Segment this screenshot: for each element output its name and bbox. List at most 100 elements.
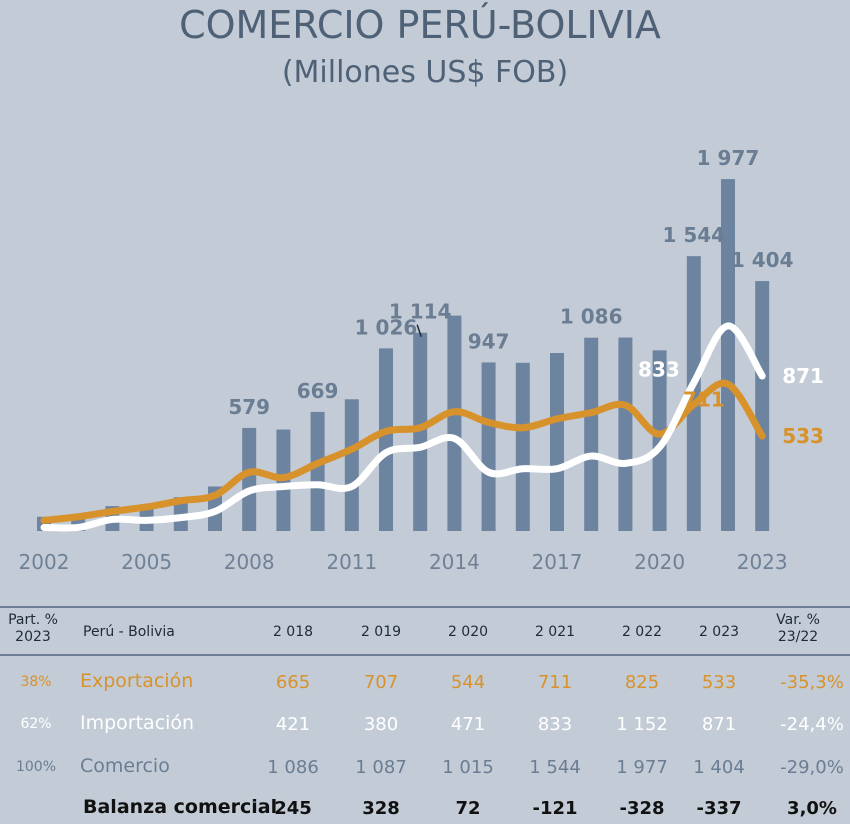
row-label: Comercio bbox=[80, 755, 170, 777]
bar-label-2018: 1 086 bbox=[560, 305, 623, 329]
x-tick-2005: 2005 bbox=[121, 550, 172, 574]
bar-label-2013: 1 114 bbox=[389, 300, 452, 324]
bars-group bbox=[37, 179, 770, 531]
table-header-rule bbox=[0, 654, 850, 656]
var-header: Var. % 23/22 bbox=[776, 612, 820, 646]
row-value: 825 bbox=[624, 672, 660, 693]
row-value: 245 bbox=[274, 798, 312, 819]
year-header-3: 2 021 bbox=[534, 624, 576, 640]
bar-2015 bbox=[481, 362, 496, 531]
row-value: 533 bbox=[701, 672, 737, 693]
line-label-importación-2023: 871 bbox=[782, 364, 824, 388]
table-top-rule bbox=[0, 606, 850, 608]
bar-2008 bbox=[242, 427, 257, 531]
bar-label-2008: 579 bbox=[228, 395, 270, 419]
row-value: 1 977 bbox=[616, 757, 668, 778]
bar-2017 bbox=[550, 353, 564, 531]
row-value: 1 152 bbox=[616, 714, 668, 735]
row-value: -328 bbox=[619, 798, 665, 819]
line-label-importación-2021: 833 bbox=[638, 358, 680, 382]
bar-2011 bbox=[344, 399, 359, 531]
bar-2021 bbox=[686, 256, 701, 531]
part-header-line2: 2023 bbox=[15, 629, 51, 645]
row-part: 38% bbox=[20, 674, 52, 690]
bar-2018 bbox=[584, 337, 599, 531]
row-value: -337 bbox=[696, 798, 742, 819]
bar-label-2022: 1 977 bbox=[697, 146, 760, 170]
x-tick-2014: 2014 bbox=[429, 550, 480, 574]
row-value: 328 bbox=[362, 798, 400, 819]
bar-label-2021: 1 544 bbox=[662, 223, 725, 247]
row-value: 1 015 bbox=[442, 757, 494, 778]
bar-label-2010: 669 bbox=[297, 379, 339, 403]
bar-label-2015: 947 bbox=[468, 329, 510, 353]
row-variation: -24,4% bbox=[780, 714, 844, 735]
row-value: 421 bbox=[275, 714, 311, 735]
label-header: Perú - Bolivia bbox=[83, 624, 175, 640]
row-value: 1 544 bbox=[529, 757, 581, 778]
row-value: 711 bbox=[537, 672, 573, 693]
line-exportación bbox=[40, 379, 766, 524]
bar-2013 bbox=[413, 332, 428, 531]
table-row: 62% Importación 421 380 471 833 1 152 871 -24,4% bbox=[0, 710, 850, 740]
year-header-5: 2 023 bbox=[698, 624, 740, 640]
row-value: 665 bbox=[275, 672, 311, 693]
x-tick-2011: 2011 bbox=[326, 550, 377, 574]
bar-label-2012: 1 026 bbox=[355, 315, 418, 339]
label-leader bbox=[416, 324, 422, 337]
bar-2006 bbox=[173, 497, 188, 531]
row-value: 871 bbox=[701, 714, 737, 735]
bar-2010 bbox=[310, 411, 325, 531]
bar-2014 bbox=[447, 315, 462, 531]
row-variation: 3,0% bbox=[787, 798, 837, 819]
x-tick-2008: 2008 bbox=[224, 550, 275, 574]
bar-2020 bbox=[652, 350, 667, 531]
x-tick-2023: 2023 bbox=[737, 550, 788, 574]
table-row: 38% Exportación 665 707 544 711 825 533 -35,3% bbox=[0, 668, 850, 698]
bar-2023 bbox=[755, 281, 770, 531]
row-value: 1 087 bbox=[355, 757, 407, 778]
chart-subtitle: (Millones US$ FOB) bbox=[282, 55, 568, 90]
row-value: 1 086 bbox=[267, 757, 319, 778]
x-tick-2020: 2020 bbox=[634, 550, 685, 574]
line-importación bbox=[40, 322, 766, 532]
x-axis-ticks: 2002 2005 2008 2011 2014 2017 2020 2023 bbox=[19, 550, 788, 574]
row-value: 833 bbox=[537, 714, 573, 735]
year-header-1: 2 019 bbox=[360, 624, 402, 640]
row-value: -121 bbox=[532, 798, 578, 819]
year-header-4: 2 022 bbox=[621, 624, 663, 640]
part-header: Part. % 2023 bbox=[8, 612, 58, 646]
table-header-row: Part. % 2023 Perú - Bolivia 2 018 2 019 2 … bbox=[0, 606, 850, 656]
trade-chart: COMERCIO PERÚ-BOLIVIA (Millones US$ FOB)… bbox=[19, 3, 824, 574]
row-part: 100% bbox=[15, 759, 57, 775]
x-tick-2017: 2017 bbox=[532, 550, 583, 574]
lines-group bbox=[40, 322, 766, 532]
bar-label-2023: 1 404 bbox=[731, 248, 794, 272]
row-value: 1 404 bbox=[693, 757, 745, 778]
row-variation: -29,0% bbox=[780, 757, 844, 778]
row-label: Exportación bbox=[80, 670, 194, 692]
row-value: 707 bbox=[363, 672, 399, 693]
line-label-exportación-2023: 533 bbox=[782, 424, 824, 448]
row-value: 72 bbox=[455, 798, 481, 819]
line-label-exportación-2021: 711 bbox=[683, 387, 725, 411]
row-label: Importación bbox=[80, 712, 195, 734]
x-tick-2002: 2002 bbox=[19, 550, 70, 574]
row-part: 62% bbox=[20, 716, 52, 732]
row-label: Balanza comercial bbox=[83, 796, 278, 818]
row-value: 544 bbox=[450, 672, 486, 693]
row-value: 471 bbox=[450, 714, 486, 735]
var-header-line1: Var. % bbox=[776, 612, 820, 628]
bar-2019 bbox=[618, 337, 633, 531]
row-value: 380 bbox=[363, 714, 399, 735]
bar-2022 bbox=[721, 179, 735, 531]
chart-title: COMERCIO PERÚ-BOLIVIA bbox=[179, 3, 661, 47]
table-row: 100% Comercio 1 086 1 087 1 015 1 544 1 977 1 4… bbox=[0, 753, 850, 783]
bar-2012 bbox=[379, 348, 393, 531]
part-header-line1: Part. % bbox=[8, 612, 58, 628]
var-header-line2: 23/22 bbox=[777, 629, 819, 645]
bar-2016 bbox=[515, 362, 530, 531]
year-header-2: 2 020 bbox=[447, 624, 489, 640]
year-header-0: 2 018 bbox=[272, 624, 314, 640]
